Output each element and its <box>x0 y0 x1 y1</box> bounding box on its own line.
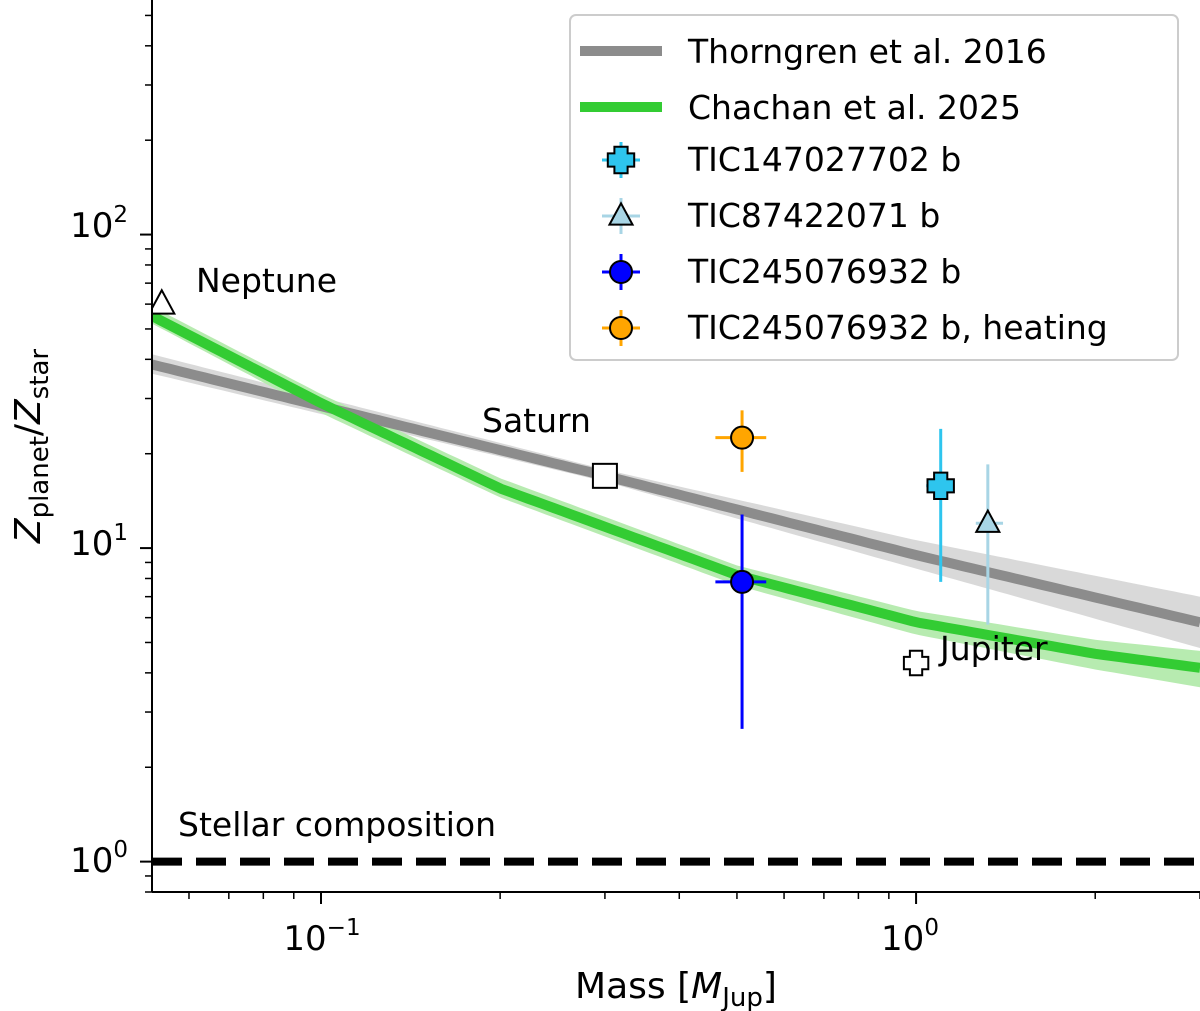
y-tick-label-0: 100 <box>70 837 128 881</box>
legend-label-tic245076932-heating: TIC245076932 b, heating <box>687 308 1108 347</box>
y-axis-label: Zplanet/Zstar <box>8 349 55 545</box>
point-1-marker <box>974 508 1002 533</box>
point-0-marker <box>926 471 955 500</box>
legend-marker-1 <box>607 201 635 226</box>
legend-marker-3 <box>609 316 633 340</box>
plot-area <box>152 288 1200 866</box>
neptune-label: Neptune <box>196 261 337 300</box>
jupiter-marker <box>902 649 930 677</box>
y-tick-label-2: 102 <box>70 202 128 246</box>
legend-label-tic147027702: TIC147027702 b <box>687 140 961 179</box>
x-tick-label-0: 10−1 <box>283 915 360 959</box>
jupiter-label: Jupiter <box>938 629 1048 668</box>
y-tick-label-1: 101 <box>70 520 128 564</box>
line-1 <box>152 311 1200 673</box>
axis-ticks <box>140 14 1200 904</box>
stellar-composition-label: Stellar composition <box>178 805 496 844</box>
x-axis-label: Mass [MJup] <box>575 966 777 1011</box>
legend-box <box>569 14 1179 361</box>
x-tick-label-1: 100 <box>881 915 939 959</box>
neptune-marker <box>152 288 177 315</box>
saturn-marker <box>591 462 618 489</box>
legend-label-chachan: Chachan et al. 2025 <box>688 88 1021 127</box>
legend-label-tic87422071: TIC87422071 b <box>687 196 940 235</box>
line-0 <box>152 359 1200 628</box>
point-2-marker <box>730 569 755 594</box>
legend: Thorngren et al. 2016 Chachan et al. 202… <box>569 14 1179 361</box>
legend-label-thorngren: Thorngren et al. 2016 <box>687 32 1047 71</box>
legend-label-tic245076932: TIC245076932 b <box>687 252 961 291</box>
legend-marker-0 <box>606 145 636 175</box>
saturn-label: Saturn <box>482 401 591 440</box>
legend-marker-2 <box>609 260 633 284</box>
point-3-marker <box>730 425 755 450</box>
